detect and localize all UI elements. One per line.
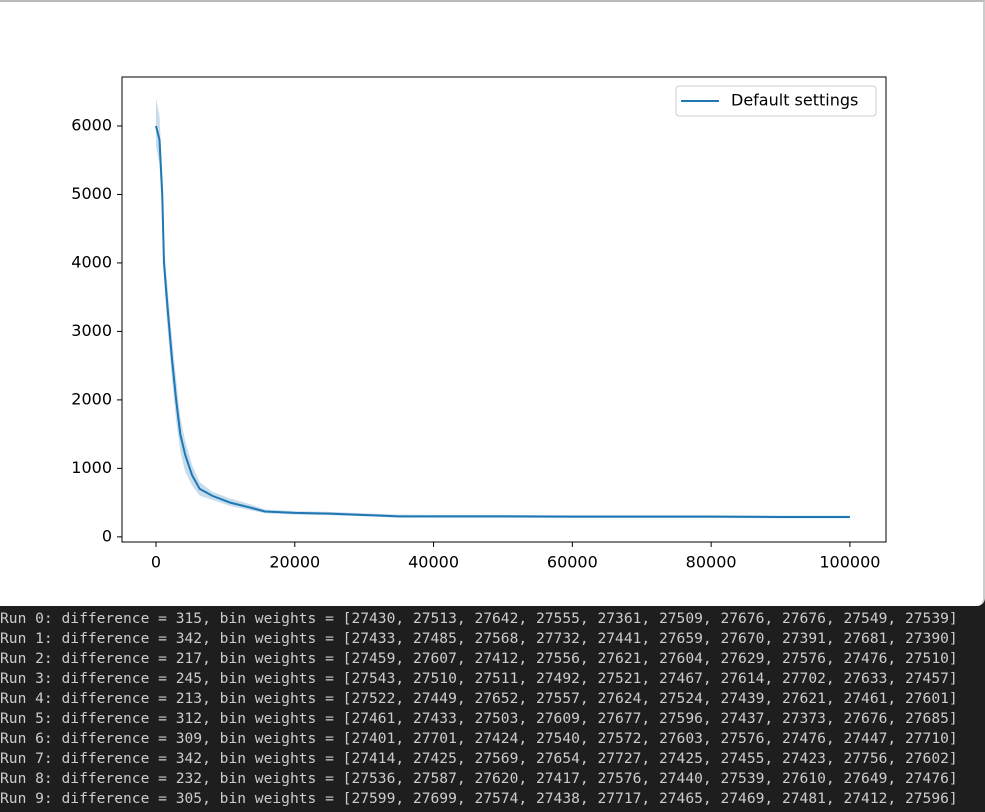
legend-box	[675, 85, 877, 117]
y-tick-label: 0	[102, 526, 112, 545]
output-line: Run 9: difference = 305, bin weights = […	[0, 790, 958, 807]
legend-label: Default settings	[731, 91, 858, 110]
x-tick-label: 80000	[686, 553, 737, 572]
x-tick-label: 0	[151, 553, 161, 572]
output-line: Run 7: difference = 342, bin weights = […	[0, 750, 958, 767]
data-line	[155, 125, 850, 519]
output-line: Run 5: difference = 312, bin weights = […	[0, 710, 958, 727]
y-tick-label: 3000	[71, 321, 112, 340]
error-band	[156, 98, 850, 519]
x-tick-label: 20000	[269, 553, 320, 572]
output-line: Run 3: difference = 245, bin weights = […	[0, 670, 958, 687]
y-tick-label: 4000	[71, 252, 112, 271]
plot-frame	[121, 76, 887, 543]
x-tick-label: 100000	[819, 553, 880, 572]
output-line: Run 6: difference = 309, bin weights = […	[0, 730, 958, 747]
y-tick-label: 2000	[71, 389, 112, 408]
y-tick-label: 1000	[71, 458, 112, 477]
y-tick-label: 6000	[71, 115, 112, 134]
x-tick-label: 60000	[547, 553, 598, 572]
y-tick-label: 5000	[71, 184, 112, 203]
output-line: Run 4: difference = 213, bin weights = […	[0, 690, 958, 707]
output-line: Run 0: difference = 315, bin weights = […	[0, 610, 958, 627]
output-line: Run 2: difference = 217, bin weights = […	[0, 650, 958, 667]
chart: 0 20000 40000 60000 80000 100000 0 1000 2000 3000…	[71, 76, 887, 572]
legend: Default settings	[675, 85, 877, 117]
output-line: Run 8: difference = 232, bin weights = […	[0, 770, 958, 787]
console-output: Run 0: difference = 315, bin weights = […	[0, 609, 985, 809]
x-tick-label: 40000	[408, 553, 459, 572]
output-line: Run 1: difference = 342, bin weights = […	[0, 630, 958, 647]
